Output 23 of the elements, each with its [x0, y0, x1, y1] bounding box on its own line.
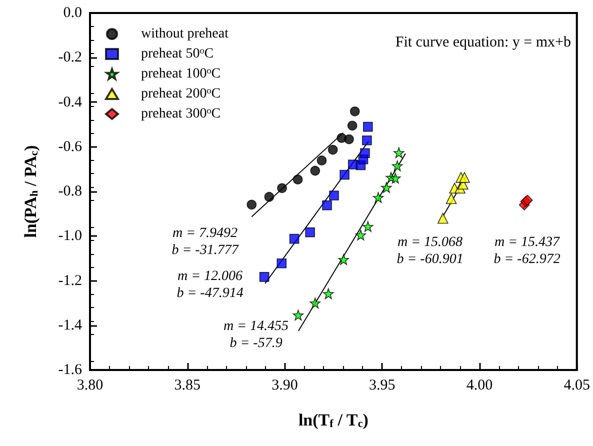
- y-tick-label: 0.0: [63, 5, 82, 21]
- x-tick-label: 3.90: [272, 378, 298, 394]
- annotation: m = 15.068 b = -60.901: [396, 235, 464, 267]
- y-tick-label: -0.2: [58, 50, 82, 66]
- x-tick-label: 3.80: [76, 378, 104, 394]
- legend-label: without preheat: [141, 26, 229, 42]
- annotation: m = 15.437 b = -62.972: [494, 235, 561, 267]
- y-tick-label: -1.6: [58, 362, 82, 378]
- annotation: m = 7.9492 b = -31.777: [172, 226, 240, 258]
- x-tick-label: 4.00: [466, 378, 493, 394]
- y-tick-label: -1.2: [58, 272, 82, 289]
- x-tick-label: 3.85: [174, 378, 200, 394]
- x-tick-label: 3.95: [369, 378, 396, 394]
- x-tick-label: 4.05: [564, 378, 590, 394]
- y-tick-label: -0.8: [58, 184, 82, 200]
- y-tick-label: -1.4: [58, 317, 82, 334]
- annotation: Fit curve equation: y = mx+b: [395, 34, 572, 50]
- annotation: m = 14.455 b = -57.9: [223, 319, 289, 351]
- y-tick-label: -0.6: [58, 138, 82, 155]
- annotation: m = 12.006 b = -47.914: [176, 269, 244, 301]
- y-axis-title: ln(PAh / PAc): [20, 145, 40, 238]
- y-tick-label: -1.0: [58, 228, 82, 244]
- y-tick-label: -0.4: [58, 94, 82, 110]
